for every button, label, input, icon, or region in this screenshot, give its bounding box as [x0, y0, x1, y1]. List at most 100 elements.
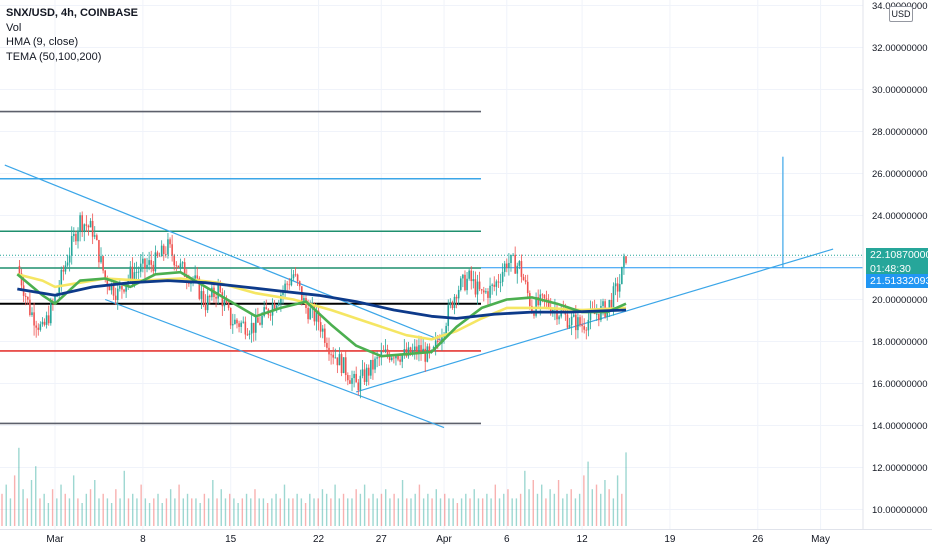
volume-bar: [300, 498, 303, 526]
volume-bar: [595, 484, 598, 526]
candle-body: [167, 239, 169, 255]
volume-bar: [60, 484, 62, 526]
candle-body: [407, 347, 410, 357]
candle-body: [288, 284, 291, 286]
candle-body: [445, 325, 447, 335]
volume-bar: [254, 489, 256, 526]
candle-body: [347, 375, 349, 381]
candle-body: [506, 263, 508, 268]
candle-body: [355, 373, 357, 383]
volume-bar: [625, 452, 627, 526]
candle-body: [175, 265, 178, 267]
line-price-tag: 21.51332093: [866, 273, 931, 288]
volume-bar: [422, 498, 425, 526]
candle-body: [321, 328, 324, 332]
candle-body: [206, 295, 209, 311]
candle-body: [89, 220, 92, 228]
volume-bar: [456, 503, 459, 526]
candle-body: [62, 269, 65, 272]
legend-vol[interactable]: Vol: [6, 21, 22, 34]
volume-bar: [540, 484, 543, 526]
volume-bar: [81, 503, 83, 526]
candle-body: [570, 316, 573, 326]
candle-body: [472, 279, 475, 282]
volume-bar: [195, 498, 197, 526]
volume-bar: [536, 493, 539, 526]
candle-body: [543, 294, 546, 299]
legend-symbol[interactable]: SNX/USD, 4h, COINBASE: [6, 7, 139, 19]
candle-body: [541, 294, 544, 296]
candle-body: [581, 324, 583, 327]
candle-body: [286, 283, 288, 285]
candle-body: [231, 324, 234, 326]
volume-bar: [562, 498, 564, 526]
tema-slow-line: [17, 279, 627, 320]
candle-body: [365, 367, 368, 382]
candle-body: [349, 380, 351, 384]
volume-bar: [102, 493, 104, 526]
chart-grid: [0, 0, 863, 530]
trend-lines[interactable]: [4, 156, 834, 429]
tema-fast-line: [16, 273, 627, 341]
trend-channel-lower[interactable]: [104, 298, 445, 429]
volume-bar: [30, 480, 33, 526]
volume-bar: [39, 498, 41, 526]
candle-body: [123, 289, 125, 292]
volume-bar: [621, 493, 623, 526]
x-tick-label: 15: [225, 534, 237, 545]
candle-body: [428, 346, 431, 352]
volume-bar: [250, 498, 252, 526]
candle-body: [165, 253, 167, 255]
time-axis[interactable]: Mar 8 15 22 27 Apr 6 12 19 26 May: [46, 534, 830, 545]
trend-ascending-support[interactable]: [356, 248, 834, 393]
horizontal-levels[interactable]: [0, 110, 863, 425]
candle-body: [315, 310, 318, 322]
candle-body: [238, 323, 240, 327]
candle-body: [154, 252, 157, 272]
legend-hma[interactable]: HMA (9, close): [6, 36, 79, 48]
legend-tema[interactable]: TEMA (50,100,200): [6, 50, 102, 63]
candle-body: [116, 288, 119, 301]
volume-bar: [401, 480, 404, 526]
volume-bar: [1, 493, 3, 526]
volume-bar: [220, 489, 222, 526]
y-tick-label: 28.00000000: [872, 127, 927, 138]
candle-body: [77, 231, 79, 242]
volume-bar: [228, 493, 231, 526]
candle-body: [330, 354, 332, 356]
candle-body: [255, 317, 257, 333]
candle-body: [459, 278, 462, 290]
candle-body: [307, 307, 309, 320]
trend-channel-upper[interactable]: [4, 164, 445, 343]
candle-body: [409, 347, 412, 355]
candle-body: [344, 357, 347, 376]
candle-body: [478, 281, 481, 290]
volume-bar: [393, 493, 395, 526]
candle-body: [370, 359, 372, 376]
x-tick-label: 26: [752, 534, 764, 545]
candle-body: [79, 215, 81, 232]
candle-body: [37, 327, 40, 330]
volume-bar: [431, 498, 433, 526]
volume-bar: [119, 498, 121, 526]
candle-body: [131, 266, 134, 281]
candle-body: [284, 283, 286, 291]
candle-body: [208, 295, 211, 298]
volume-bar: [191, 498, 193, 526]
volume-bar: [553, 493, 556, 526]
candle-body: [332, 354, 334, 358]
volume-bar: [532, 480, 534, 526]
candle-body: [160, 245, 163, 257]
volume-bar: [304, 503, 307, 526]
candle-body: [198, 278, 201, 299]
candle-body: [139, 263, 142, 272]
volume-bar: [368, 498, 370, 526]
candle-body: [361, 369, 364, 376]
currency-badge[interactable]: USD: [889, 6, 913, 22]
candle-body: [106, 278, 109, 287]
volume-bar: [549, 489, 551, 526]
candle-body: [29, 299, 31, 316]
volume-bar: [325, 493, 328, 526]
candle-body: [200, 291, 203, 299]
